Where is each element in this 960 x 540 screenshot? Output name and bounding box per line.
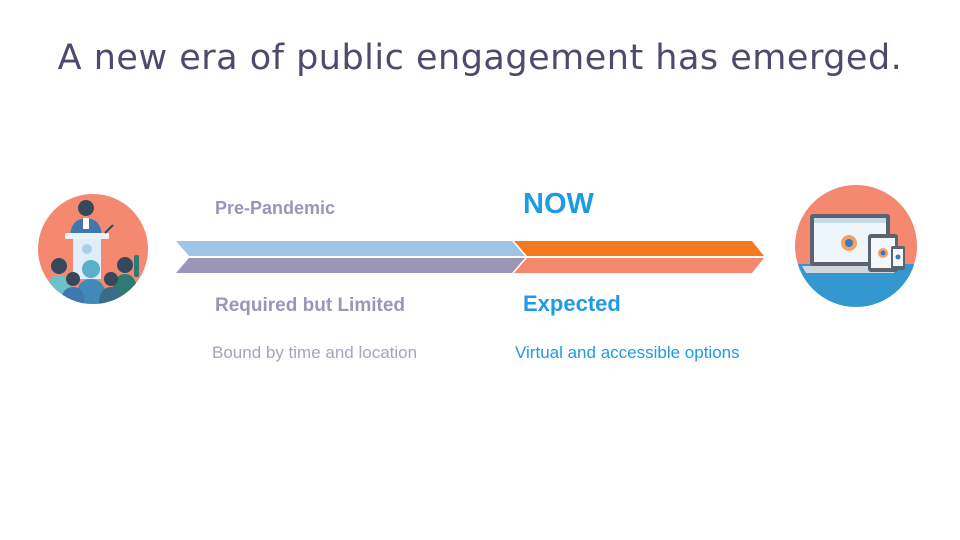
- before-status: Required but Limited: [215, 295, 405, 316]
- after-heading: NOW: [523, 188, 594, 220]
- before-description: Bound by time and location: [212, 343, 418, 362]
- transition-arrow-diagram: [176, 241, 764, 273]
- slide-title: A new era of public engagement has emerg…: [57, 38, 903, 78]
- public-meeting-podium-icon: [38, 194, 148, 304]
- after-status: Expected: [523, 291, 621, 316]
- multi-device-icon: [795, 185, 917, 307]
- before-arrow-top: [176, 241, 525, 256]
- after-arrow-top: [514, 241, 764, 256]
- before-arrow-bottom: [176, 258, 525, 273]
- after-arrow-bottom: [514, 258, 764, 273]
- before-heading: Pre-Pandemic: [215, 198, 336, 218]
- after-description: Virtual and accessible options: [515, 343, 740, 362]
